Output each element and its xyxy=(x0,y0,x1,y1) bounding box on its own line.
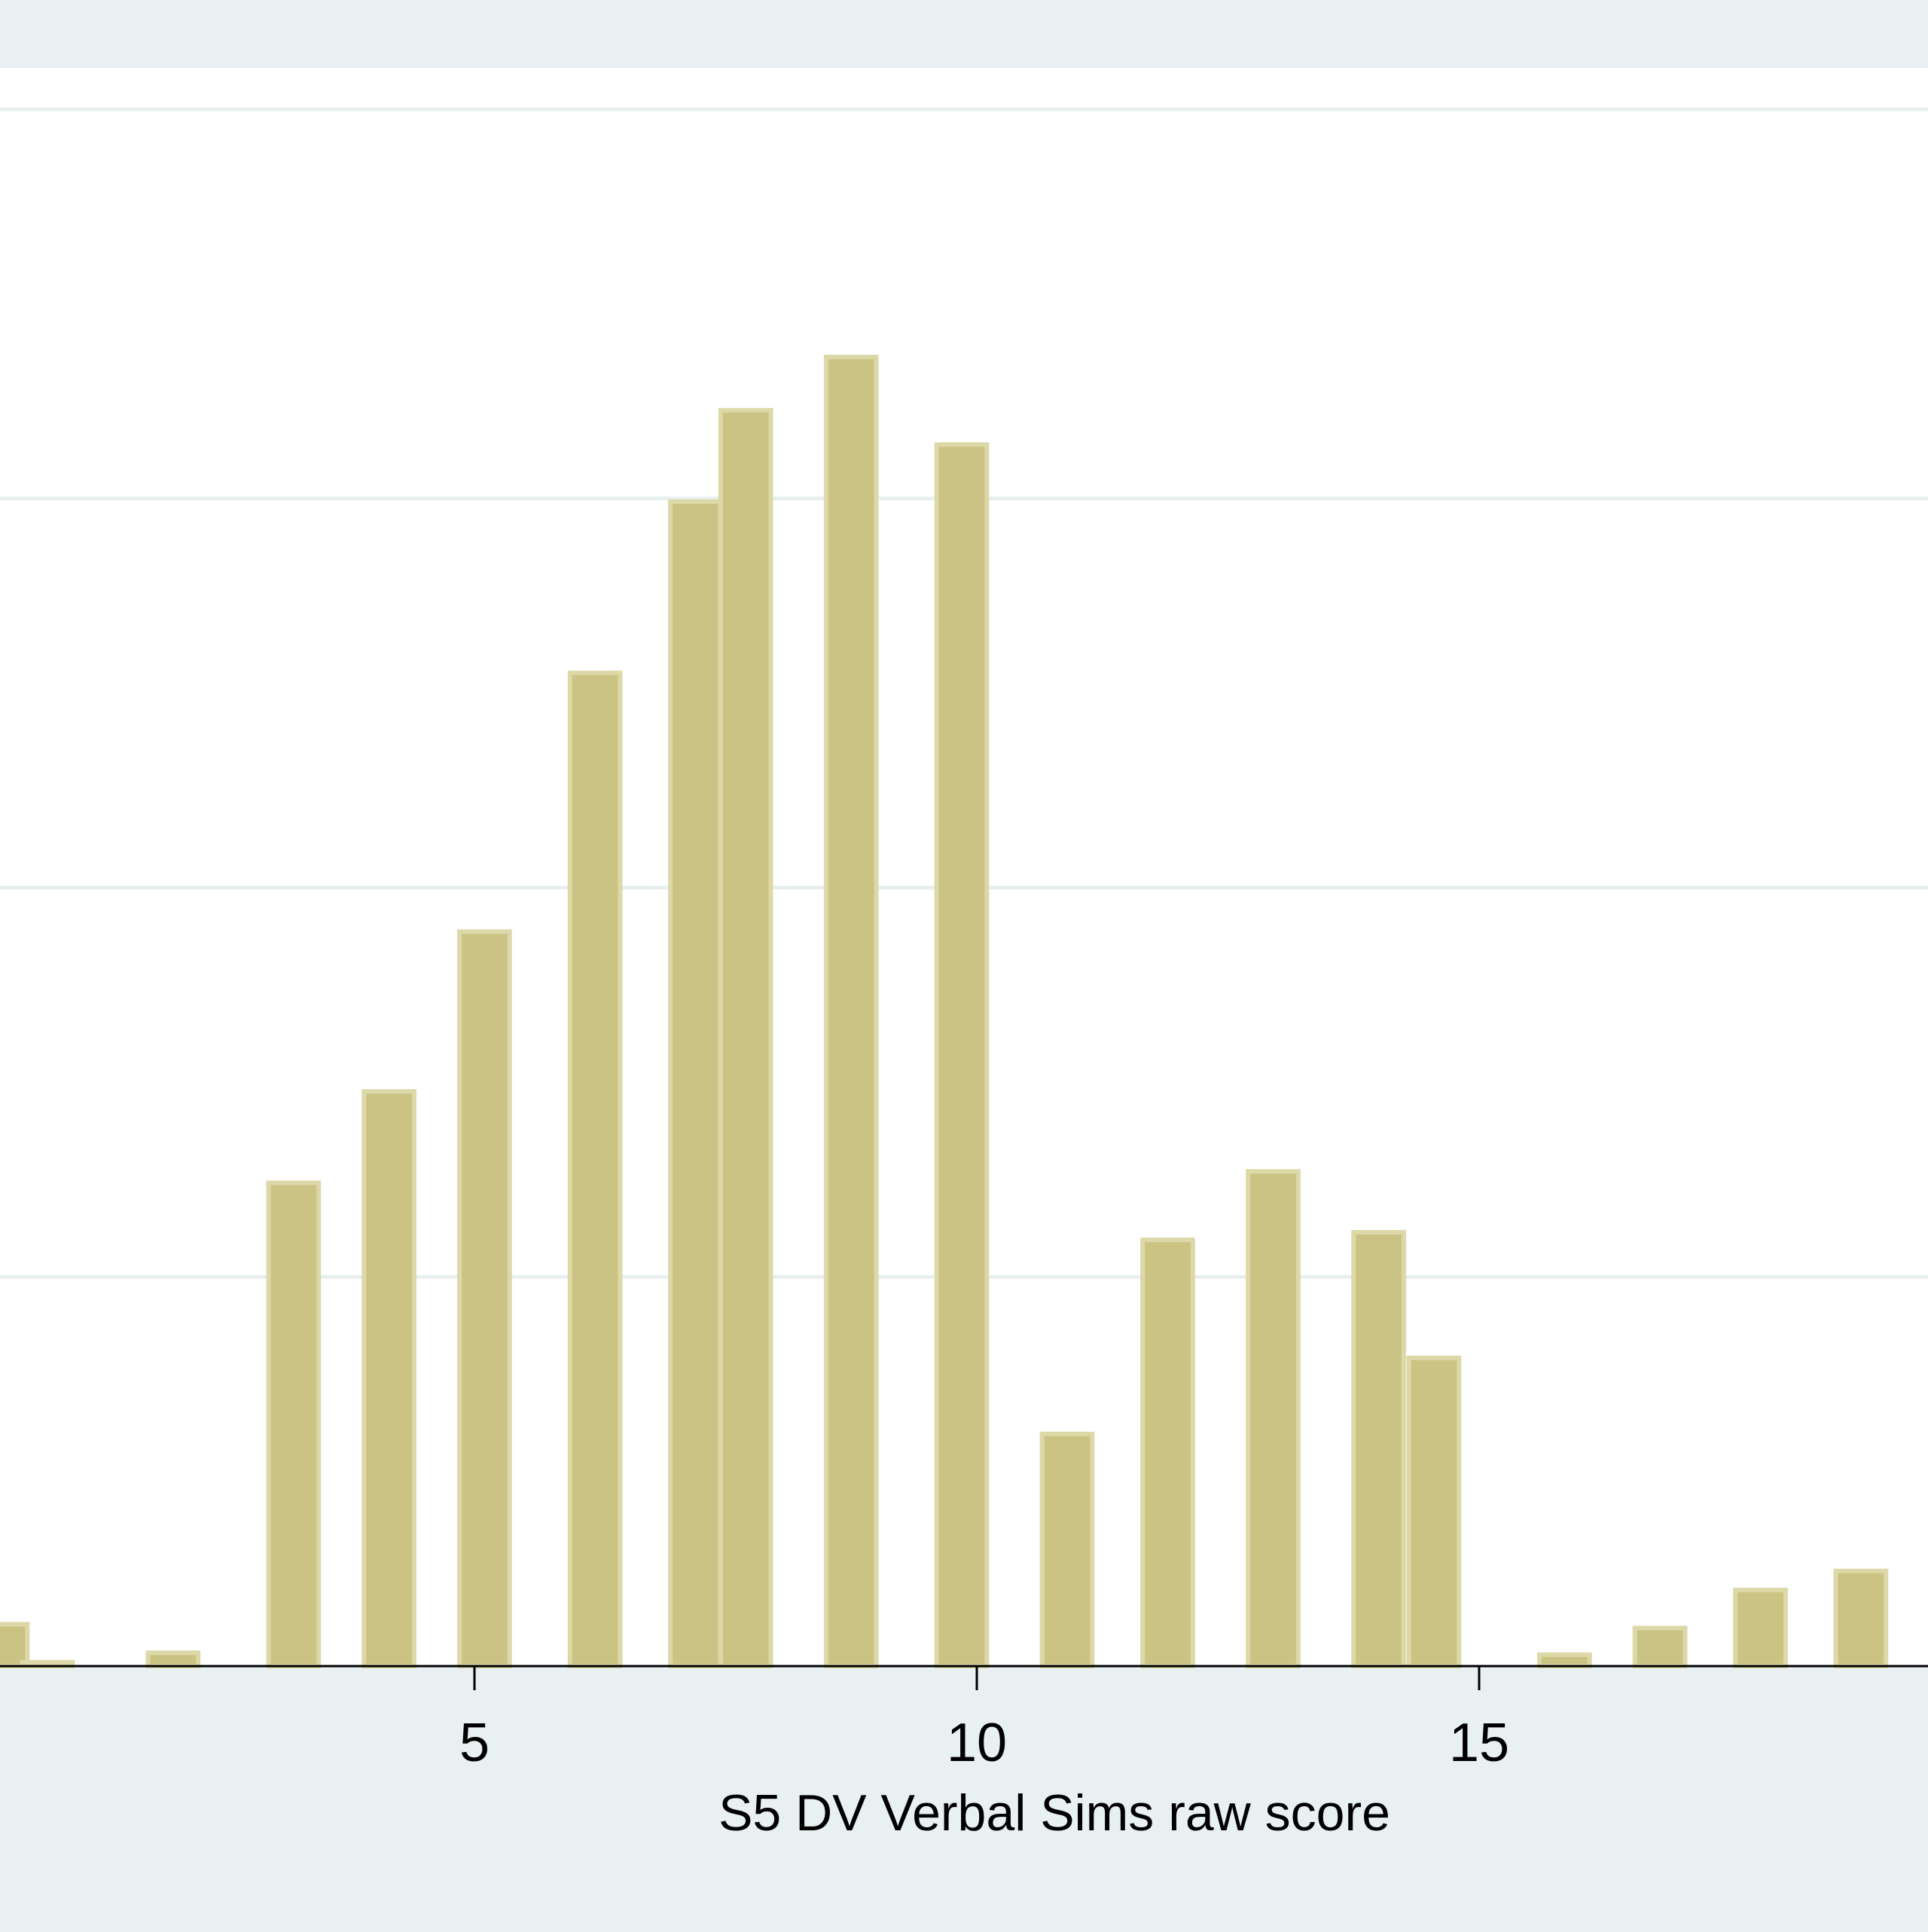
histogram-bar xyxy=(1351,1230,1406,1668)
histogram-bar xyxy=(1733,1587,1788,1669)
bars xyxy=(0,354,1889,1669)
histogram-bar xyxy=(145,1650,201,1668)
x-tick-label: 10 xyxy=(947,1713,1007,1773)
histogram-bar xyxy=(1406,1355,1462,1669)
histogram-bar xyxy=(456,929,512,1668)
histogram-bar xyxy=(266,1180,322,1669)
histogram-bar xyxy=(1537,1652,1592,1668)
histogram-bar xyxy=(0,1622,30,1669)
histogram-bar xyxy=(362,1089,416,1668)
histogram-bar xyxy=(1039,1431,1095,1669)
histogram-bar xyxy=(1833,1568,1889,1668)
histogram-bar xyxy=(668,499,723,1668)
histogram-bar xyxy=(823,354,879,1668)
x-tick-label: 5 xyxy=(459,1713,490,1773)
x-tick-label: 15 xyxy=(1449,1713,1509,1773)
histogram-bar xyxy=(934,442,990,1669)
histogram-bar xyxy=(1632,1625,1688,1668)
histogram-bar xyxy=(1140,1238,1195,1668)
histogram-bar xyxy=(567,670,623,1668)
histogram-bar xyxy=(718,407,773,1669)
x-axis-title: S5 DV Verbal Sims raw score xyxy=(718,1784,1390,1842)
histogram-bar xyxy=(1246,1169,1301,1668)
x-axis-ticks: 5 10 15 xyxy=(459,1666,1509,1773)
